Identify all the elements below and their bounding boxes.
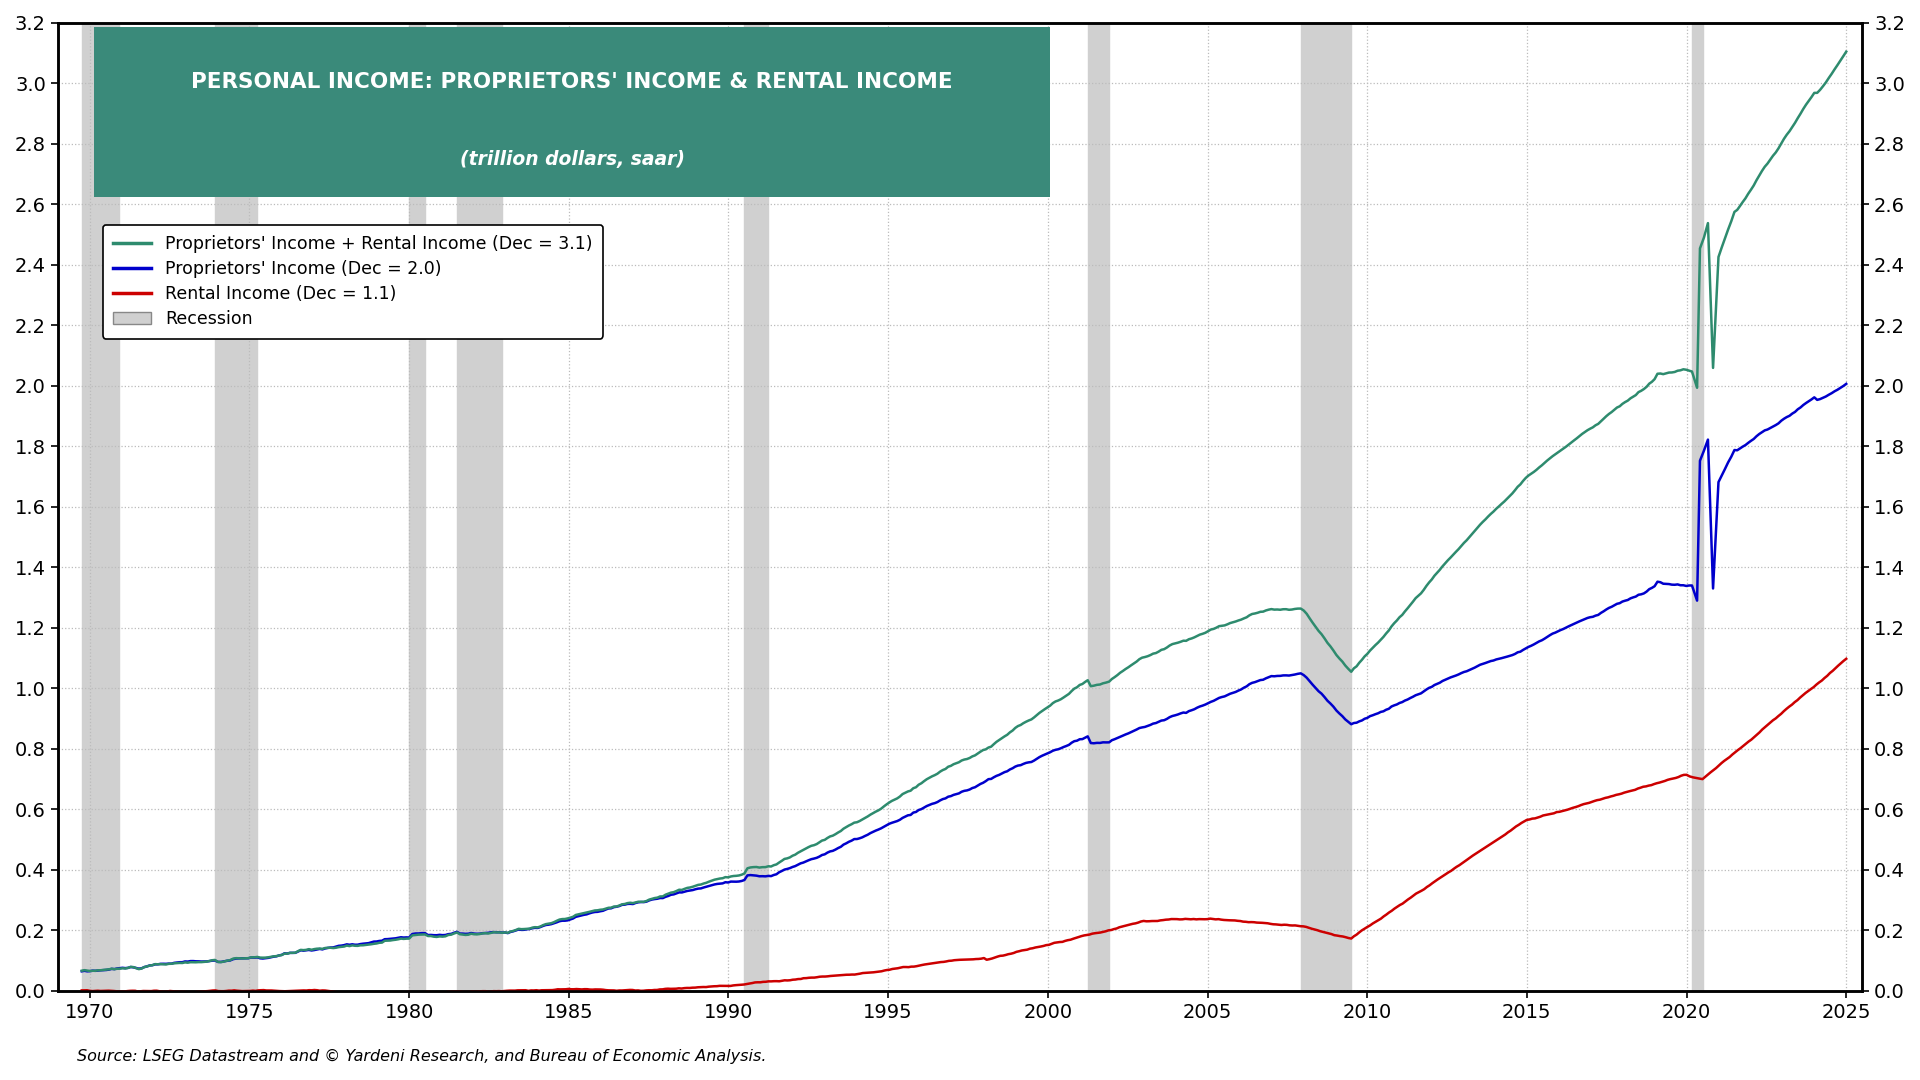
Bar [409,23,424,991]
Bar [215,23,257,991]
Bar [457,23,503,991]
Text: Source: LSEG Datastream and © Yardeni Research, and Bureau of Economic Analysis.: Source: LSEG Datastream and © Yardeni Re… [77,1049,766,1064]
Bar [745,23,768,991]
Bar [83,23,119,991]
Bar [1300,23,1352,991]
Legend: Proprietors' Income + Rental Income (Dec = 3.1), Proprietors' Income (Dec = 2.0): Proprietors' Income + Rental Income (Dec… [102,225,603,338]
Bar [1089,23,1110,991]
Bar [1692,23,1703,991]
